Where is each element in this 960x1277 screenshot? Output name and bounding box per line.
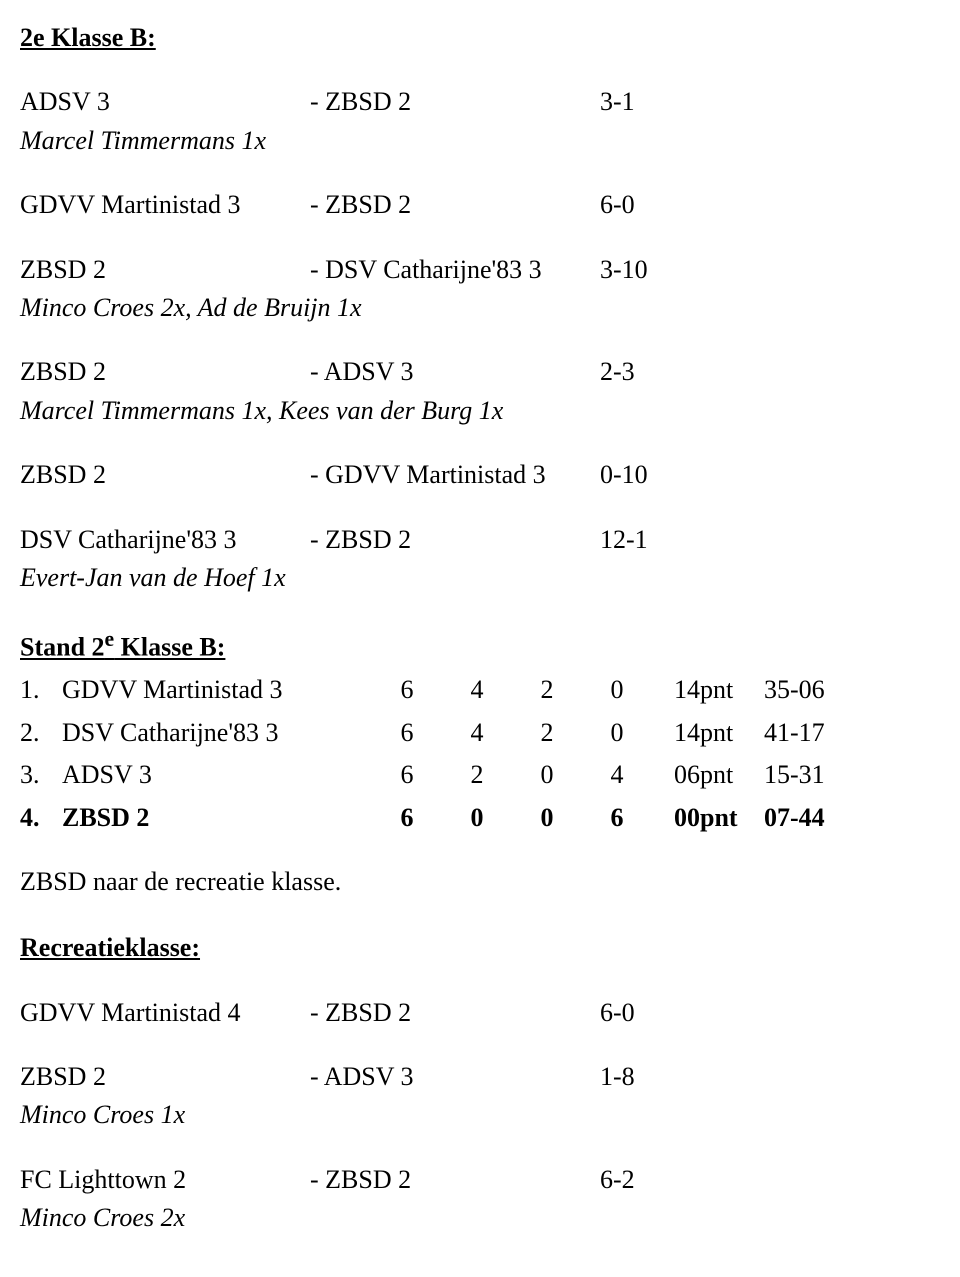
standings-table: 1.GDVV Martinistad 3642014pnt35-062.DSV … [20,672,920,836]
match-score: 0-10 [600,457,920,493]
match-home: GDVV Martinistad 3 [20,187,310,223]
section-heading-recreatieklasse: Recreatieklasse: [20,930,920,966]
match-away: - ZBSD 2 [310,1162,600,1198]
match-row: ZBSD 2- GDVV Martinistad 30-10 [20,457,920,493]
match-block: ZBSD 2- GDVV Martinistad 30-10 [20,457,920,493]
standing-lost: 0 [582,715,652,751]
match-away: - ADSV 3 [310,1059,600,1095]
match-row: ZBSD 2- DSV Catharijne'83 33-10 [20,252,920,288]
standing-lost: 6 [582,800,652,836]
standing-draw: 0 [512,800,582,836]
standing-index: 3. [20,757,62,793]
relegation-note: ZBSD naar de recreatie klasse. [20,864,920,900]
standing-lost: 4 [582,757,652,793]
match-away: - ZBSD 2 [310,995,600,1031]
match-away: - DSV Catharijne'83 3 [310,252,600,288]
match-row: DSV Catharijne'83 3- ZBSD 212-1 [20,522,920,558]
standing-draw: 2 [512,715,582,751]
standing-index: 2. [20,715,62,751]
match-home: ZBSD 2 [20,1059,310,1095]
match-note: Marcel Timmermans 1x [20,123,920,159]
match-away: - ADSV 3 [310,354,600,390]
match-block: ADSV 3- ZBSD 23-1Marcel Timmermans 1x [20,84,920,159]
match-home: FC Lighttown 2 [20,1162,310,1198]
match-home: ZBSD 2 [20,252,310,288]
standings-heading: Stand 2e Klasse B: [20,624,920,666]
standing-team: DSV Catharijne'83 3 [62,715,372,751]
standing-points: 00pnt [652,800,764,836]
match-row: GDVV Martinistad 4- ZBSD 26-0 [20,995,920,1031]
standing-goaldiff: 15-31 [764,757,920,793]
match-block: DSV Catharijne'83 3- ZBSD 212-1Evert-Jan… [20,522,920,597]
match-home: GDVV Martinistad 4 [20,995,310,1031]
match-block: GDVV Martinistad 3- ZBSD 26-0 [20,187,920,223]
standing-won: 2 [442,757,512,793]
match-note: Minco Croes 2x [20,1200,920,1236]
document-page: 2e Klasse B: ADSV 3- ZBSD 23-1Marcel Tim… [0,0,960,1277]
standing-draw: 2 [512,672,582,708]
standings-row: 1.GDVV Martinistad 3642014pnt35-06 [20,672,920,708]
standing-points: 14pnt [652,715,764,751]
standing-lost: 0 [582,672,652,708]
match-block: ZBSD 2- ADSV 32-3Marcel Timmermans 1x, K… [20,354,920,429]
match-score: 6-0 [600,995,920,1031]
standing-team: GDVV Martinistad 3 [62,672,372,708]
standing-goaldiff: 41-17 [764,715,920,751]
match-home: ZBSD 2 [20,354,310,390]
standings-heading-super: e [105,627,115,651]
match-score: 3-1 [600,84,920,120]
match-block: ZBSD 2- ADSV 31-8Minco Croes 1x [20,1059,920,1134]
standing-index: 1. [20,672,62,708]
standing-points: 14pnt [652,672,764,708]
match-score: 12-1 [600,522,920,558]
standing-won: 0 [442,800,512,836]
match-home: ADSV 3 [20,84,310,120]
standing-won: 4 [442,672,512,708]
standings-heading-prefix: Stand 2 [20,633,105,662]
match-home: ZBSD 2 [20,457,310,493]
match-score: 6-2 [600,1162,920,1198]
standing-goaldiff: 07-44 [764,800,920,836]
match-list-recreatieklasse: GDVV Martinistad 4- ZBSD 26-0ZBSD 2- ADS… [20,995,920,1237]
standings-heading-suffix: Klasse B: [114,633,225,662]
match-row: FC Lighttown 2- ZBSD 26-2 [20,1162,920,1198]
match-block: GDVV Martinistad 4- ZBSD 26-0 [20,995,920,1031]
match-score: 1-8 [600,1059,920,1095]
standing-points: 06pnt [652,757,764,793]
standings-row: 2.DSV Catharijne'83 3642014pnt41-17 [20,715,920,751]
standing-won: 4 [442,715,512,751]
standing-played: 6 [372,715,442,751]
match-away: - ZBSD 2 [310,187,600,223]
standing-goaldiff: 35-06 [764,672,920,708]
match-note: Minco Croes 2x, Ad de Bruijn 1x [20,290,920,326]
match-home: DSV Catharijne'83 3 [20,522,310,558]
standing-played: 6 [372,672,442,708]
match-away: - GDVV Martinistad 3 [310,457,600,493]
standing-draw: 0 [512,757,582,793]
match-away: - ZBSD 2 [310,84,600,120]
match-score: 3-10 [600,252,920,288]
standing-team: ZBSD 2 [62,800,372,836]
match-note: Evert-Jan van de Hoef 1x [20,560,920,596]
match-score: 2-3 [600,354,920,390]
match-block: FC Lighttown 2- ZBSD 26-2Minco Croes 2x [20,1162,920,1237]
standing-index: 4. [20,800,62,836]
standing-played: 6 [372,800,442,836]
match-list-klasse-b: ADSV 3- ZBSD 23-1Marcel Timmermans 1xGDV… [20,84,920,596]
match-away: - ZBSD 2 [310,522,600,558]
match-note: Minco Croes 1x [20,1097,920,1133]
standing-team: ADSV 3 [62,757,372,793]
match-score: 6-0 [600,187,920,223]
match-block: ZBSD 2- DSV Catharijne'83 33-10Minco Cro… [20,252,920,327]
match-note: Marcel Timmermans 1x, Kees van der Burg … [20,393,920,429]
section-heading-2e-klasse-b: 2e Klasse B: [20,20,920,56]
standings-row: 3.ADSV 3620406pnt15-31 [20,757,920,793]
standings-row: 4.ZBSD 2600600pnt07-44 [20,800,920,836]
match-row: ADSV 3- ZBSD 23-1 [20,84,920,120]
match-row: ZBSD 2- ADSV 31-8 [20,1059,920,1095]
match-row: ZBSD 2- ADSV 32-3 [20,354,920,390]
match-row: GDVV Martinistad 3- ZBSD 26-0 [20,187,920,223]
standing-played: 6 [372,757,442,793]
